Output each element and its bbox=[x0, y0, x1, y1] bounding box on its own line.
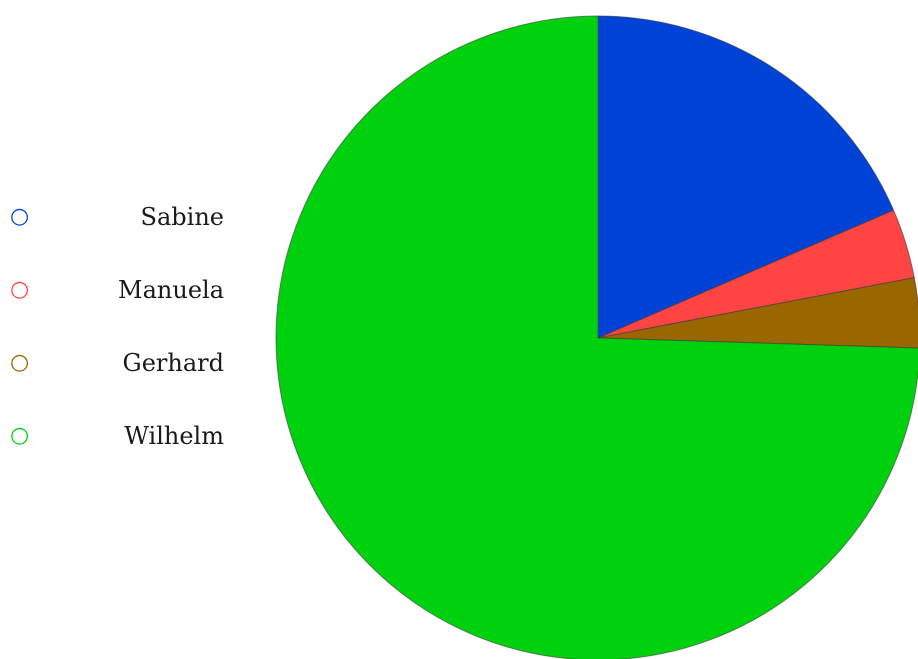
legend-item-manuela[interactable]: ○ Manuela bbox=[0, 263, 240, 336]
legend-label-manuela: Manuela bbox=[118, 276, 224, 304]
pie-slice-gerhard[interactable] bbox=[597, 277, 918, 349]
legend: ○ Sabine ○ Manuela ○ Gerhard ○ Wilhelm bbox=[0, 190, 240, 482]
pie-slice-sabine[interactable] bbox=[597, 15, 895, 339]
legend-label-gerhard: Gerhard bbox=[122, 349, 224, 377]
legend-label-wilhelm: Wilhelm bbox=[124, 422, 224, 450]
pie-slice-wilhelm[interactable] bbox=[275, 15, 918, 659]
legend-item-sabine[interactable]: ○ Sabine bbox=[0, 190, 240, 263]
legend-marker-sabine: ○ bbox=[10, 204, 30, 229]
legend-item-wilhelm[interactable]: ○ Wilhelm bbox=[0, 409, 240, 482]
legend-marker-wilhelm: ○ bbox=[10, 423, 30, 448]
legend-item-gerhard[interactable]: ○ Gerhard bbox=[0, 336, 240, 409]
legend-label-sabine: Sabine bbox=[140, 203, 224, 231]
legend-marker-gerhard: ○ bbox=[10, 350, 30, 375]
legend-marker-manuela: ○ bbox=[10, 277, 30, 302]
